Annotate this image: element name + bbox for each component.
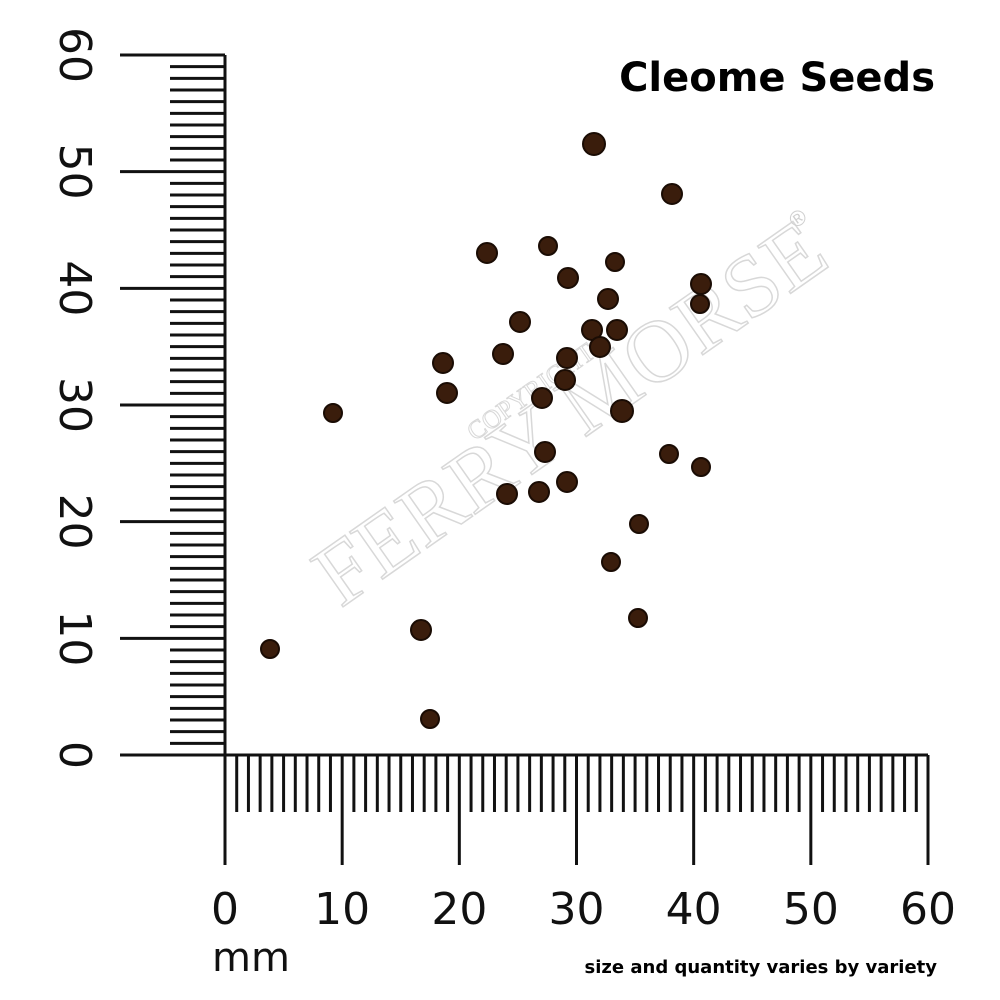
unit-label: mm <box>212 935 290 981</box>
footnote: size and quantity varies by variety <box>585 957 938 978</box>
ruler-label: 10 <box>49 610 100 666</box>
seed <box>509 311 531 333</box>
ruler-label: 30 <box>549 884 605 935</box>
seed <box>538 236 558 256</box>
seed <box>556 471 578 493</box>
ruler-label: 40 <box>49 260 100 316</box>
seed <box>661 183 683 205</box>
seeds <box>260 132 712 729</box>
seed <box>432 352 454 374</box>
seed <box>528 481 550 503</box>
title: Cleome Seeds <box>619 55 935 101</box>
seed <box>557 267 579 289</box>
seed <box>601 552 621 572</box>
seed <box>436 382 458 404</box>
seed <box>610 399 634 423</box>
seed <box>605 252 625 272</box>
seed <box>691 457 711 477</box>
seed <box>659 444 679 464</box>
ruler-label: 60 <box>900 884 956 935</box>
seed <box>410 619 432 641</box>
seed <box>628 608 648 628</box>
seed <box>554 369 576 391</box>
seed <box>496 483 518 505</box>
ruler-label: 40 <box>666 884 722 935</box>
ruler-label: 50 <box>49 144 100 200</box>
ruler-label: 0 <box>49 741 100 769</box>
rulers: 0 10 20 30 40 50 60 0 10 20 30 40 50 60 <box>49 27 956 935</box>
seed <box>690 294 710 314</box>
ruler-label: 50 <box>783 884 839 935</box>
seed <box>323 403 343 423</box>
seed <box>260 639 280 659</box>
seed <box>589 336 611 358</box>
ruler-label: 20 <box>431 884 487 935</box>
ruler-label: 20 <box>49 494 100 550</box>
seed <box>492 343 514 365</box>
seed <box>629 514 649 534</box>
seed <box>597 288 619 310</box>
seed <box>582 132 606 156</box>
ruler-label: 30 <box>49 377 100 433</box>
seed <box>690 273 712 295</box>
ruler-label: 10 <box>314 884 370 935</box>
seed <box>476 242 498 264</box>
ruler-label: 0 <box>211 884 239 935</box>
seed <box>556 347 578 369</box>
seed <box>534 441 556 463</box>
seed <box>420 709 440 729</box>
seed <box>531 387 553 409</box>
ruler-label: 60 <box>49 27 100 83</box>
seed <box>606 319 628 341</box>
